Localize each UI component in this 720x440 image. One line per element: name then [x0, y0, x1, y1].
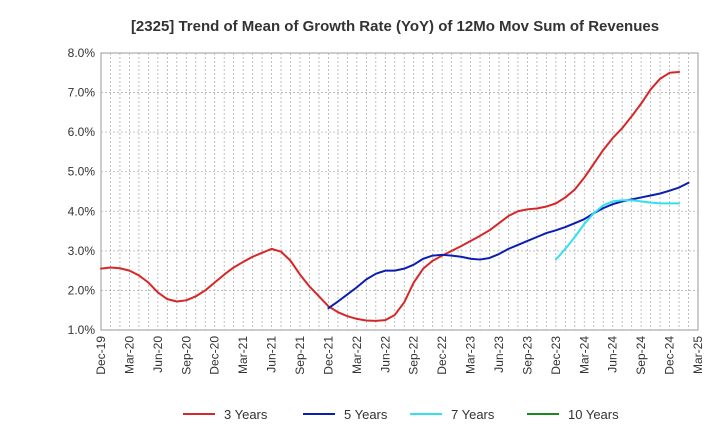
y-tick-label: 1.0%	[68, 323, 96, 337]
x-tick-label: Sep-22	[407, 336, 421, 375]
series-line-3-years	[100, 70, 681, 322]
x-tick-label: Jun-22	[378, 336, 392, 373]
x-tick-label: Jun-21	[265, 336, 279, 373]
y-tick-label: 2.0%	[68, 283, 96, 297]
x-tick-label: Jun-23	[492, 336, 506, 373]
x-tick-label: Mar-22	[350, 336, 364, 374]
x-tick-label: Dec-22	[435, 336, 449, 375]
plot-area	[100, 52, 699, 331]
y-tick-label: 6.0%	[68, 125, 96, 139]
x-tick-label: Jun-20	[151, 336, 165, 373]
y-axis: 1.0% 2.0% 3.0% 4.0% 5.0% 6.0% 7.0% 8.0%	[68, 46, 96, 337]
x-tick-label: Sep-24	[634, 336, 648, 375]
x-tick-label: Dec-19	[94, 336, 108, 375]
x-axis: Dec-19 Mar-20 Jun-20 Sep-20 Dec-20 Mar-21 Jun-…	[94, 336, 705, 375]
x-tick-label: Dec-21	[321, 336, 335, 375]
chart-title: [2325] Trend of Mean of Growth Rate (YoY…	[131, 18, 659, 35]
series-line-7-years	[554, 199, 681, 261]
legend-label: 3 Years	[224, 407, 268, 422]
x-tick-label: Dec-24	[663, 336, 677, 375]
y-tick-label: 5.0%	[68, 165, 96, 179]
x-tick-label: Mar-20	[122, 336, 136, 374]
x-tick-label: Sep-23	[520, 336, 534, 375]
x-tick-label: Jun-24	[606, 336, 620, 373]
x-tick-label: Sep-20	[179, 336, 193, 375]
y-tick-label: 7.0%	[68, 86, 96, 100]
x-tick-label: Dec-23	[549, 336, 563, 375]
x-tick-label: Mar-21	[236, 336, 250, 374]
x-tick-label: Mar-24	[577, 336, 591, 374]
x-tick-label: Mar-23	[464, 336, 478, 374]
series-lines	[100, 70, 690, 322]
y-tick-label: 4.0%	[68, 204, 96, 218]
legend: 3 Years 5 Years 7 Years 10 Years	[183, 407, 619, 422]
x-tick-label: Mar-25	[691, 336, 705, 374]
y-tick-label: 3.0%	[68, 244, 96, 258]
x-tick-label: Sep-21	[293, 336, 307, 375]
x-tick-label: Dec-20	[208, 336, 222, 375]
y-tick-label: 8.0%	[68, 46, 96, 60]
legend-label: 7 Years	[451, 407, 495, 422]
legend-label: 5 Years	[344, 407, 388, 422]
legend-label: 10 Years	[568, 407, 619, 422]
